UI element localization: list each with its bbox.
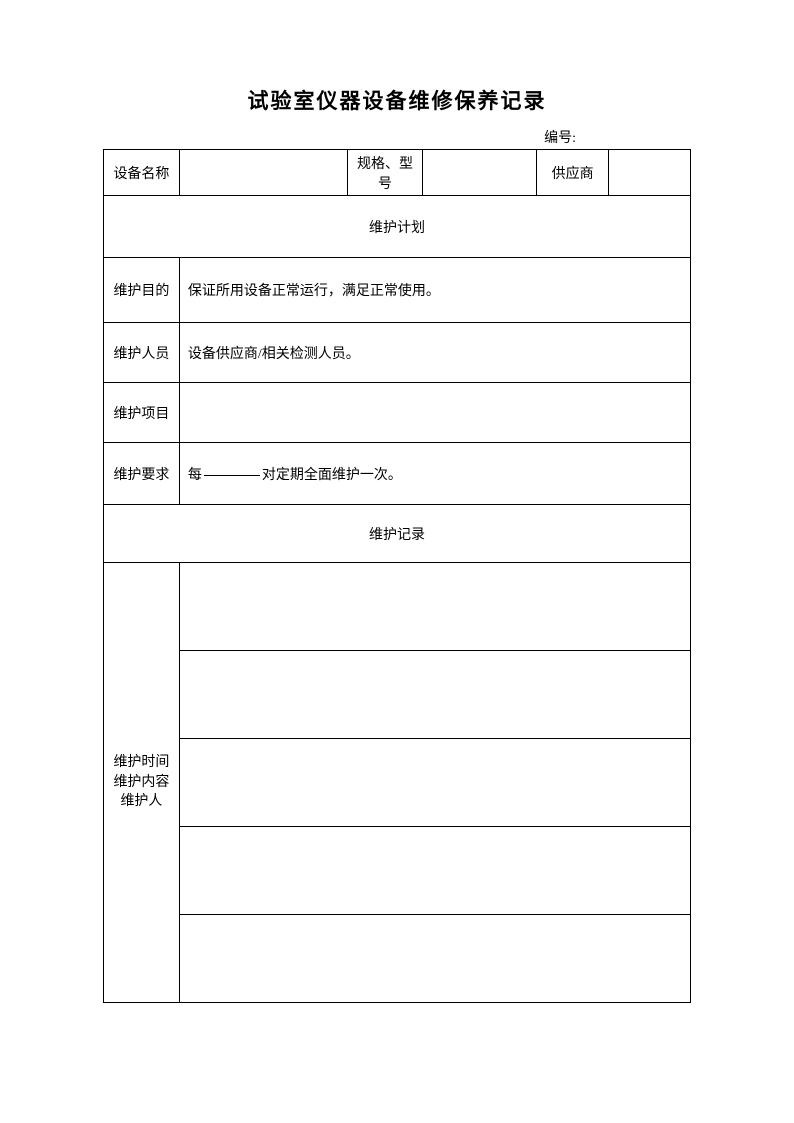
page-title: 试验室仪器设备维修保养记录 [103, 85, 691, 115]
record-row-2 [104, 651, 691, 739]
record-label-time: 维护时间 [112, 753, 171, 773]
equipment-info-row: 设备名称 规格、型号 供应商 [104, 150, 691, 196]
record-cell-5[interactable] [179, 915, 690, 1003]
requirement-blank[interactable] [204, 475, 260, 476]
record-label-content: 维护内容 [112, 773, 171, 793]
spec-model-label: 规格、型号 [347, 150, 423, 196]
requirement-suffix: 对定期全面维护一次。 [262, 468, 402, 483]
maintenance-requirement-value: 每 对定期全面维护一次。 [179, 443, 690, 505]
record-row-4 [104, 827, 691, 915]
maintenance-form-table: 设备名称 规格、型号 供应商 维护计划 维护目的 保证所用设备正常运行，满足正常… [103, 149, 691, 1003]
record-cell-4[interactable] [179, 827, 690, 915]
equipment-name-label: 设备名称 [104, 150, 180, 196]
record-label-person: 维护人 [112, 792, 171, 812]
record-row-1: 维护时间 维护内容 维护人 [104, 563, 691, 651]
equipment-name-value[interactable] [179, 150, 347, 196]
maintenance-requirement-label: 维护要求 [104, 443, 180, 505]
maintenance-plan-title: 维护计划 [104, 196, 691, 258]
record-cell-2[interactable] [179, 651, 690, 739]
record-cell-3[interactable] [179, 739, 690, 827]
maintenance-purpose-value: 保证所用设备正常运行，满足正常使用。 [179, 258, 690, 323]
maintenance-purpose-label: 维护目的 [104, 258, 180, 323]
document-page: 试验室仪器设备维修保养记录 编号: 设备名称 规格、型号 供应商 维护计划 维护… [0, 0, 794, 1003]
maintenance-requirement-row: 维护要求 每 对定期全面维护一次。 [104, 443, 691, 505]
requirement-prefix: 每 [188, 468, 202, 483]
maintenance-personnel-row: 维护人员 设备供应商/相关检测人员。 [104, 323, 691, 383]
maintenance-project-label: 维护项目 [104, 383, 180, 443]
record-row-3 [104, 739, 691, 827]
record-row-5 [104, 915, 691, 1003]
maintenance-personnel-label: 维护人员 [104, 323, 180, 383]
maintenance-personnel-value: 设备供应商/相关检测人员。 [179, 323, 690, 383]
maintenance-plan-title-row: 维护计划 [104, 196, 691, 258]
maintenance-record-title-row: 维护记录 [104, 505, 691, 563]
record-row-label: 维护时间 维护内容 维护人 [104, 563, 180, 1003]
spec-model-value[interactable] [423, 150, 537, 196]
supplier-value[interactable] [609, 150, 691, 196]
record-cell-1[interactable] [179, 563, 690, 651]
maintenance-purpose-row: 维护目的 保证所用设备正常运行，满足正常使用。 [104, 258, 691, 323]
maintenance-record-title: 维护记录 [104, 505, 691, 563]
maintenance-project-row: 维护项目 [104, 383, 691, 443]
maintenance-project-value[interactable] [179, 383, 690, 443]
document-number-label: 编号: [103, 127, 691, 147]
supplier-label: 供应商 [537, 150, 609, 196]
